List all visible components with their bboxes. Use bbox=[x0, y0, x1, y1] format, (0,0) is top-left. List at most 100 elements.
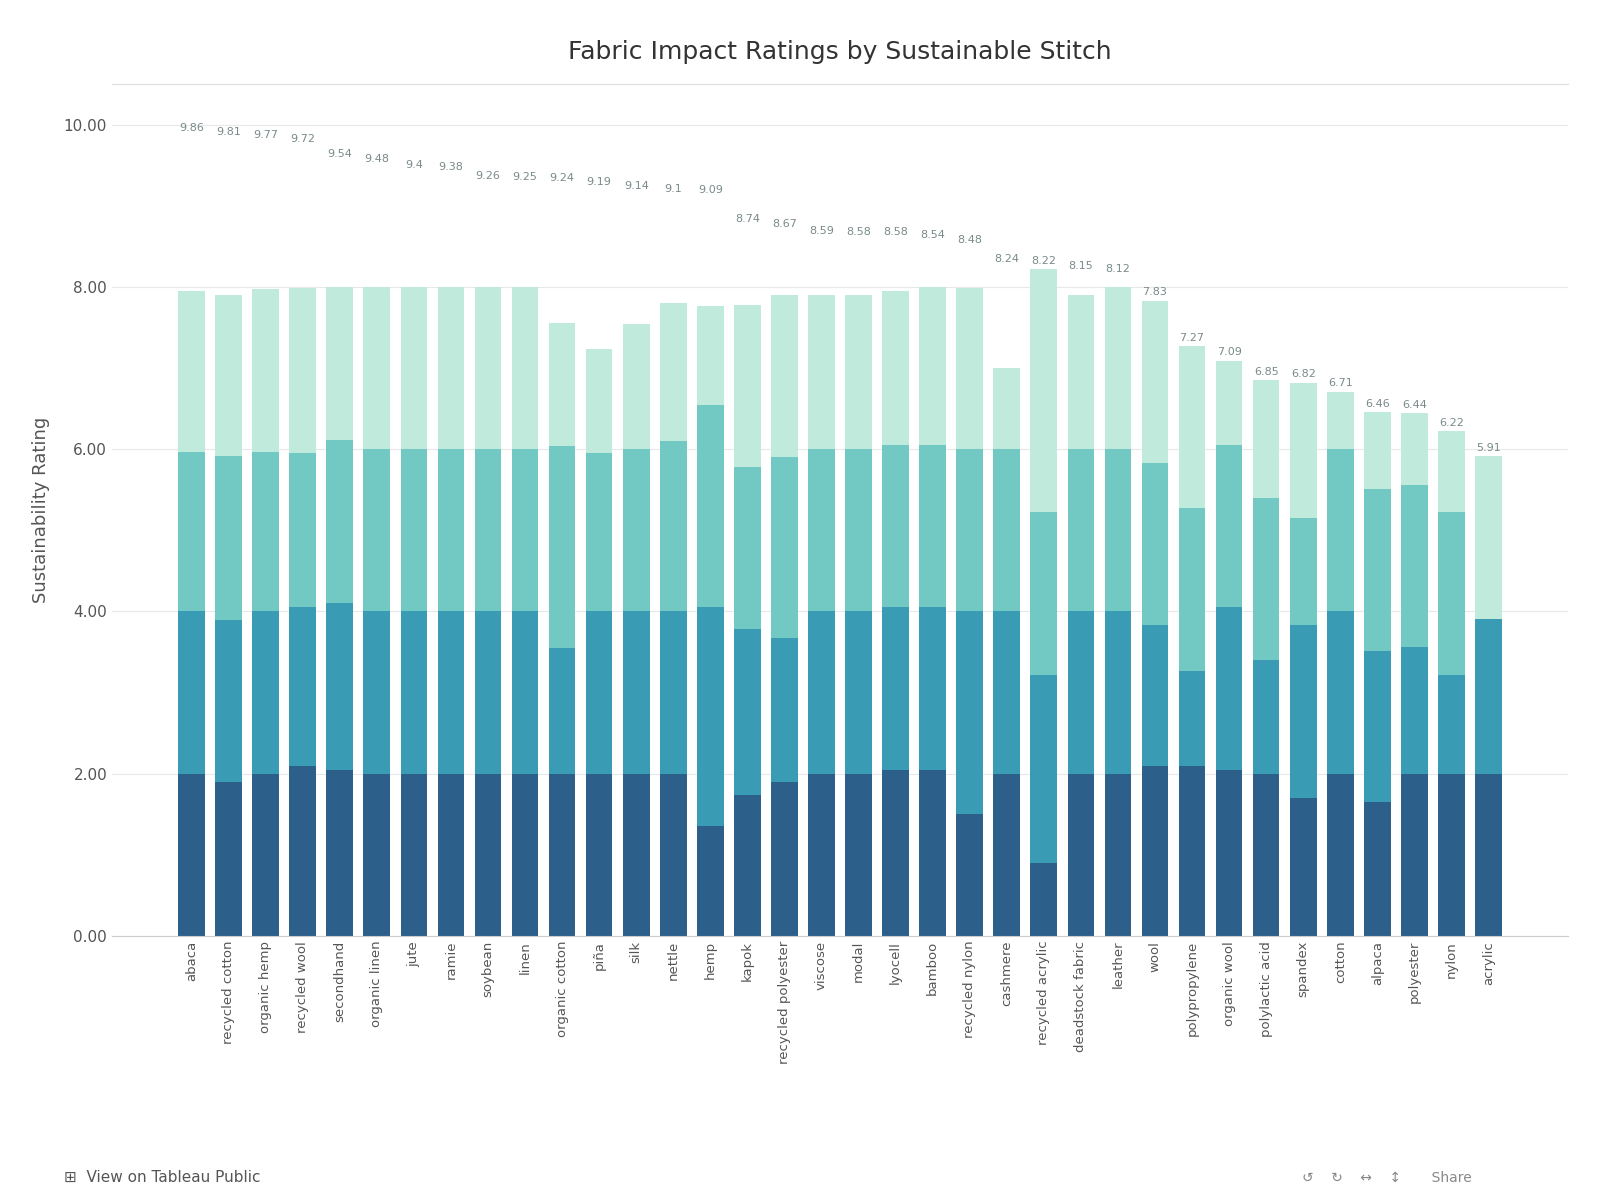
Bar bbox=[326, 440, 354, 604]
Bar bbox=[1104, 612, 1131, 774]
Bar bbox=[808, 612, 835, 774]
Bar bbox=[920, 607, 946, 769]
Bar bbox=[920, 445, 946, 607]
Bar bbox=[1142, 766, 1168, 936]
Text: 9.54: 9.54 bbox=[328, 149, 352, 158]
Bar bbox=[586, 348, 613, 454]
Bar bbox=[475, 287, 501, 449]
Bar bbox=[622, 612, 650, 774]
Bar bbox=[994, 774, 1021, 936]
Bar bbox=[698, 406, 723, 607]
Text: 8.15: 8.15 bbox=[1069, 262, 1093, 271]
Text: 6.46: 6.46 bbox=[1365, 398, 1390, 408]
Bar bbox=[1253, 380, 1280, 498]
Bar bbox=[253, 289, 278, 451]
Bar bbox=[1438, 431, 1464, 512]
Title: Fabric Impact Ratings by Sustainable Stitch: Fabric Impact Ratings by Sustainable Sti… bbox=[568, 40, 1112, 64]
Bar bbox=[1030, 863, 1058, 936]
Text: 8.59: 8.59 bbox=[810, 226, 834, 235]
Bar bbox=[1216, 445, 1243, 607]
Text: 9.77: 9.77 bbox=[253, 130, 278, 140]
Bar bbox=[845, 774, 872, 936]
Bar bbox=[1290, 518, 1317, 625]
Bar bbox=[771, 782, 798, 936]
Bar bbox=[326, 604, 354, 769]
Bar bbox=[1253, 498, 1280, 660]
Bar bbox=[512, 449, 538, 612]
Bar bbox=[1067, 295, 1094, 449]
Text: 5.91: 5.91 bbox=[1477, 443, 1501, 454]
Bar bbox=[920, 287, 946, 445]
Bar bbox=[882, 769, 909, 936]
Bar bbox=[1438, 674, 1464, 774]
Bar bbox=[1104, 774, 1131, 936]
Bar bbox=[808, 449, 835, 612]
Bar bbox=[512, 287, 538, 449]
Bar bbox=[400, 449, 427, 612]
Bar bbox=[808, 774, 835, 936]
Text: 9.19: 9.19 bbox=[587, 178, 611, 187]
Bar bbox=[1216, 361, 1243, 445]
Bar bbox=[882, 445, 909, 607]
Text: 6.22: 6.22 bbox=[1438, 418, 1464, 428]
Text: ↺    ↻    ↔    ↕       Share: ↺ ↻ ↔ ↕ Share bbox=[1302, 1171, 1472, 1186]
Bar bbox=[734, 794, 760, 936]
Bar bbox=[845, 612, 872, 774]
Text: 6.82: 6.82 bbox=[1291, 370, 1315, 379]
Text: 8.12: 8.12 bbox=[1106, 264, 1130, 274]
Bar bbox=[512, 612, 538, 774]
Bar bbox=[178, 774, 205, 936]
Text: 6.85: 6.85 bbox=[1254, 367, 1278, 377]
Bar bbox=[845, 449, 872, 612]
Text: 8.67: 8.67 bbox=[771, 220, 797, 229]
Bar bbox=[994, 612, 1021, 774]
Bar bbox=[437, 287, 464, 449]
Text: 8.58: 8.58 bbox=[883, 227, 909, 236]
Bar bbox=[734, 629, 760, 794]
Text: 8.54: 8.54 bbox=[920, 229, 946, 240]
Bar bbox=[290, 766, 317, 936]
Bar bbox=[363, 774, 390, 936]
Bar bbox=[659, 304, 686, 442]
Bar bbox=[400, 612, 427, 774]
Bar bbox=[437, 774, 464, 936]
Bar bbox=[1142, 301, 1168, 463]
Text: 6.44: 6.44 bbox=[1402, 400, 1427, 410]
Bar bbox=[290, 288, 317, 454]
Bar bbox=[549, 323, 576, 446]
Bar bbox=[1030, 674, 1058, 863]
Text: 8.24: 8.24 bbox=[994, 254, 1019, 264]
Bar bbox=[216, 456, 242, 619]
Bar bbox=[178, 290, 205, 452]
Bar bbox=[1438, 774, 1464, 936]
Text: 9.81: 9.81 bbox=[216, 127, 242, 137]
Bar bbox=[400, 774, 427, 936]
Bar bbox=[1363, 802, 1390, 936]
Bar bbox=[586, 612, 613, 774]
Bar bbox=[1475, 619, 1502, 774]
Bar bbox=[363, 449, 390, 612]
Bar bbox=[326, 769, 354, 936]
Text: 9.25: 9.25 bbox=[512, 172, 538, 182]
Bar bbox=[698, 827, 723, 936]
Bar bbox=[1142, 463, 1168, 625]
Bar bbox=[1067, 449, 1094, 612]
Bar bbox=[1363, 412, 1390, 488]
Bar bbox=[957, 612, 982, 815]
Bar bbox=[882, 607, 909, 769]
Bar bbox=[1326, 391, 1354, 449]
Text: 9.1: 9.1 bbox=[664, 185, 682, 194]
Bar bbox=[400, 287, 427, 449]
Text: ⊞  View on Tableau Public: ⊞ View on Tableau Public bbox=[64, 1170, 261, 1186]
Bar bbox=[253, 774, 278, 936]
Bar bbox=[771, 457, 798, 638]
Text: 8.22: 8.22 bbox=[1032, 256, 1056, 265]
Bar bbox=[290, 607, 317, 766]
Bar bbox=[1142, 625, 1168, 766]
Bar bbox=[994, 449, 1021, 612]
Bar bbox=[1402, 647, 1427, 774]
Bar bbox=[1475, 774, 1502, 936]
Bar bbox=[363, 287, 390, 449]
Bar bbox=[1216, 769, 1243, 936]
Bar bbox=[475, 774, 501, 936]
